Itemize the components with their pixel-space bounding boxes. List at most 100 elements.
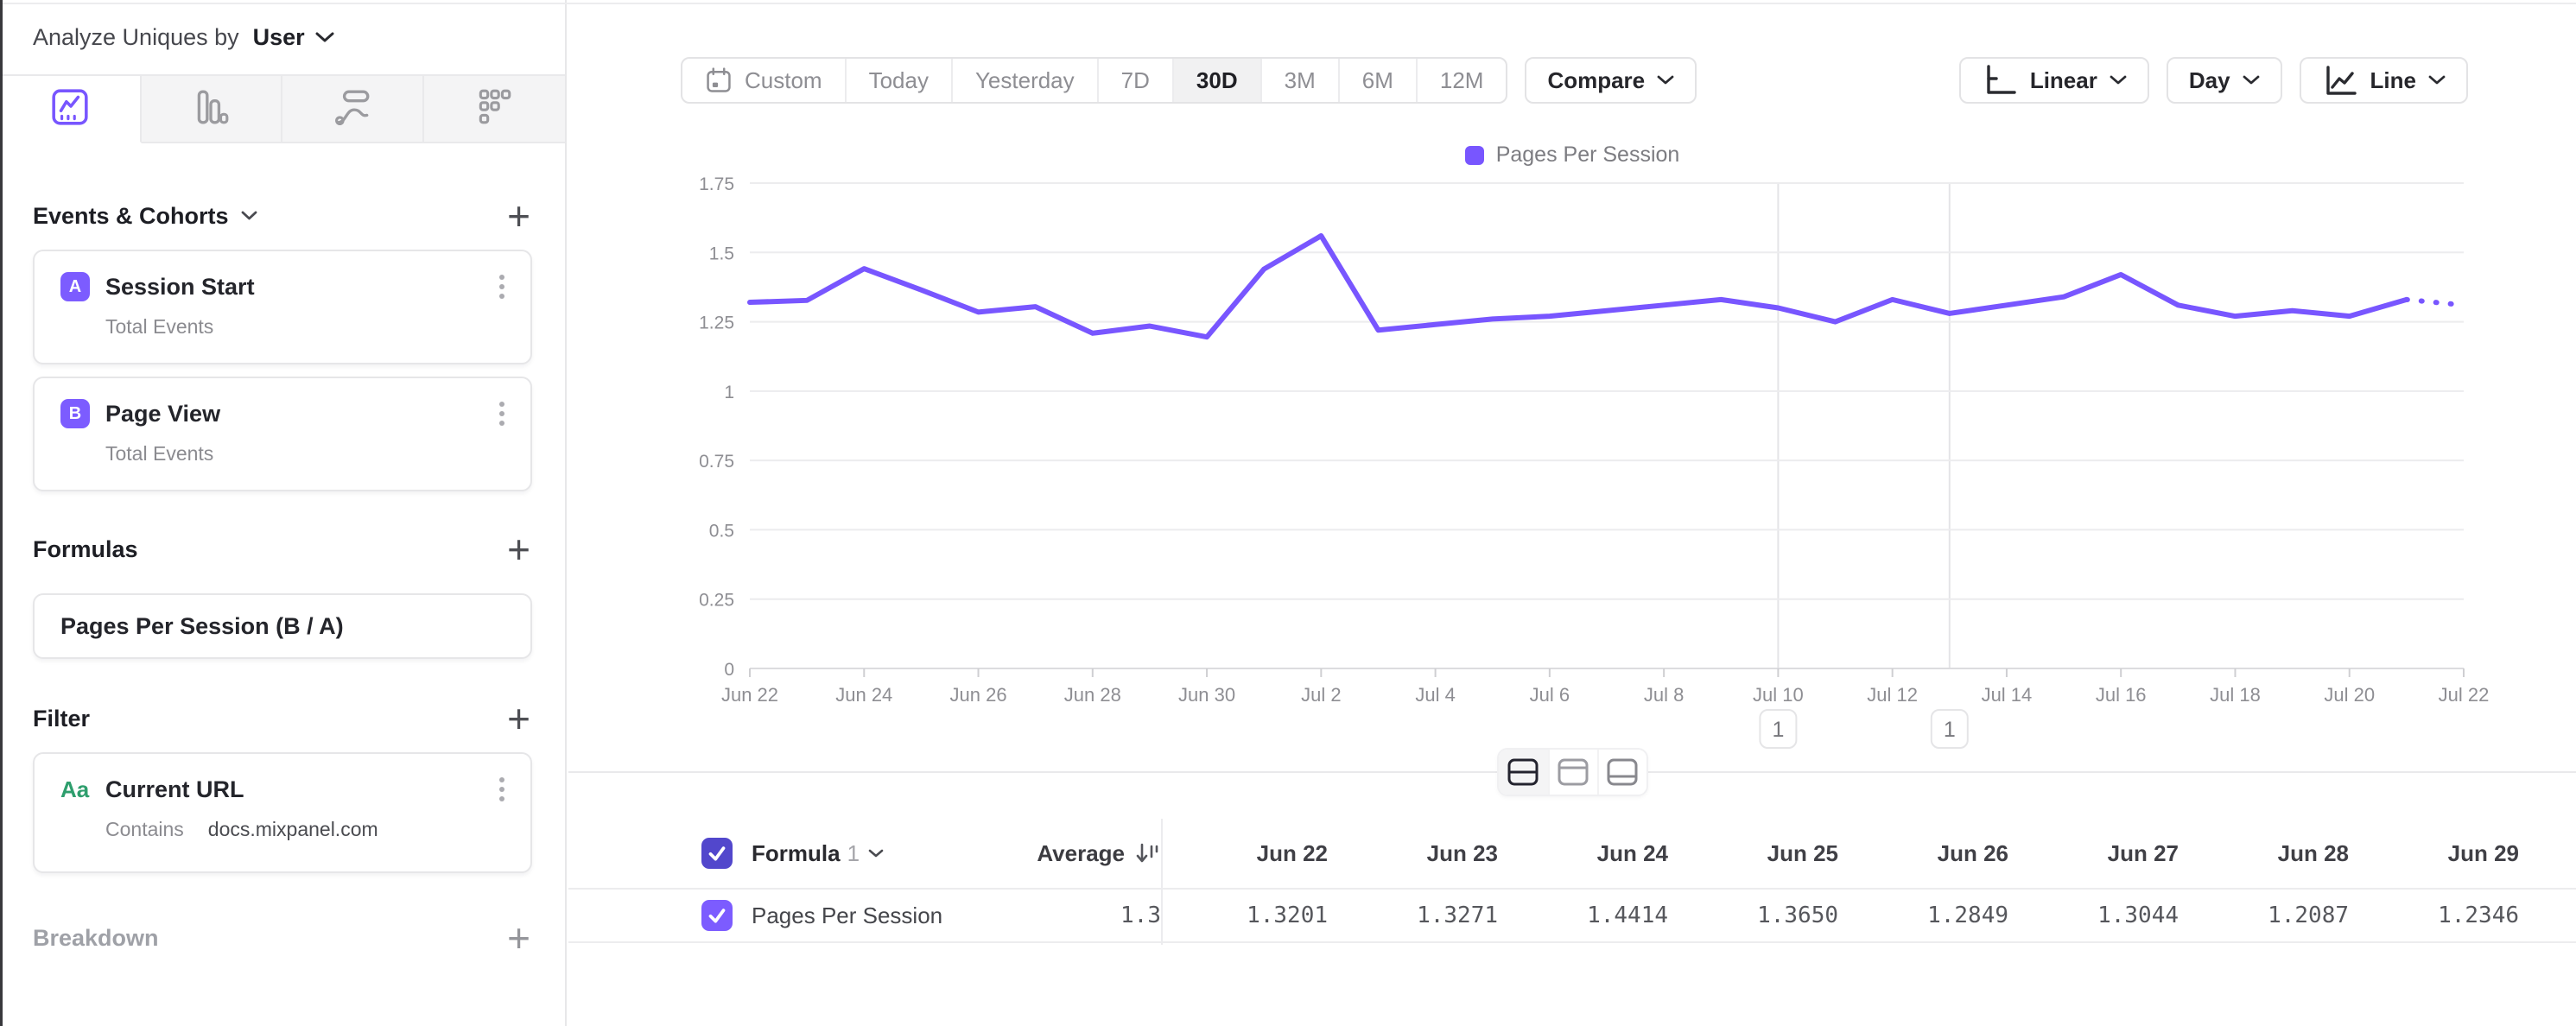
x-tick-label: Jun 26	[950, 684, 1007, 706]
chart-type-dropdown[interactable]: Line	[2299, 57, 2468, 104]
annotation-badge-label: 1	[1944, 718, 1956, 742]
analyze-header: Analyze Uniques by User	[0, 0, 565, 74]
chevron-down-icon	[2243, 75, 2259, 85]
filter-section-header: Filter +	[33, 696, 530, 741]
date-column-header[interactable]: Jun 22	[1256, 839, 1328, 866]
check-icon	[708, 909, 726, 923]
x-tick-label: Jul 6	[1530, 684, 1570, 706]
granularity-dropdown[interactable]: Day	[2166, 57, 2282, 104]
annotation-badge[interactable]	[1759, 709, 1798, 749]
date-column-header[interactable]: Jun 27	[2107, 839, 2179, 866]
string-property-icon: Aa	[60, 776, 90, 802]
x-tick-label: Jun 28	[1064, 684, 1121, 706]
y-tick-label: 0.75	[699, 452, 734, 472]
y-tick-label: 0.25	[699, 591, 734, 611]
chart-type-label: Line	[2370, 66, 2416, 93]
analyze-unit-dropdown[interactable]: User	[252, 23, 305, 50]
table-value-cell: 1.2087	[2268, 902, 2349, 928]
granularity-label: Day	[2188, 66, 2230, 93]
range-3m[interactable]: 3M	[1259, 59, 1338, 102]
chart-plot: 0 0.25 0.5 0.75 1 1.25 1.5 1.75 Jun 22 Jun 24 Jun …	[699, 174, 2490, 749]
select-all-checkbox[interactable]	[701, 838, 733, 869]
tab-retention[interactable]	[423, 76, 565, 143]
average-column-header[interactable]: Average	[1030, 840, 1161, 867]
range-12m[interactable]: 12M	[1415, 59, 1507, 102]
event-card-page-view[interactable]: B Page View Total Events	[33, 377, 532, 491]
retention-grid-icon	[474, 87, 514, 131]
event-title: Session Start	[105, 273, 255, 300]
range-today[interactable]: Today	[844, 59, 951, 102]
kebab-menu-icon[interactable]	[494, 774, 510, 805]
formula-card[interactable]: Pages Per Session (B / A)	[33, 593, 532, 659]
date-column-header[interactable]: Jun 25	[1767, 839, 1838, 866]
layout-split-button[interactable]	[1498, 750, 1548, 795]
range-6m[interactable]: 6M	[1337, 59, 1416, 102]
filter-operator[interactable]: Contains	[105, 818, 184, 840]
date-column-header[interactable]: Jun 23	[1426, 839, 1498, 866]
range-30d[interactable]: 30D	[1171, 59, 1260, 102]
formula-column-header[interactable]: Formula 1	[752, 840, 884, 867]
event-measure[interactable]: Total Events	[105, 442, 214, 465]
legend-swatch	[1464, 145, 1484, 165]
add-event-button[interactable]: +	[507, 193, 530, 238]
layout-toggle-group	[568, 748, 2576, 796]
x-tick-label: Jun 24	[835, 684, 892, 706]
table-column-divider	[1161, 819, 1163, 945]
chevron-down-icon	[241, 211, 257, 220]
y-tick-label: 0	[724, 660, 734, 680]
tab-insights-line[interactable]	[0, 76, 142, 143]
compare-label: Compare	[1547, 66, 1646, 93]
tab-flows[interactable]	[282, 76, 424, 143]
scale-dropdown[interactable]: Linear	[1958, 57, 2149, 104]
filter-card-current-url[interactable]: Aa Current URL Contains docs.mixpanel.co…	[33, 752, 532, 873]
event-measure[interactable]: Total Events	[105, 315, 214, 338]
date-column-header[interactable]: Jun 24	[1596, 839, 1668, 866]
range-yesterday[interactable]: Yesterday	[950, 59, 1097, 102]
add-filter-button[interactable]: +	[507, 696, 530, 741]
events-section-header: Events & Cohorts +	[33, 193, 530, 238]
chevron-down-icon	[2428, 75, 2446, 85]
chevron-down-icon[interactable]	[315, 32, 334, 43]
filter-value[interactable]: docs.mixpanel.com	[207, 818, 378, 840]
breakdown-section-header: Breakdown +	[33, 915, 530, 960]
kebab-menu-icon[interactable]	[494, 271, 510, 302]
x-tick-label: Jul 22	[2439, 684, 2490, 706]
range-7d[interactable]: 7D	[1096, 59, 1172, 102]
x-tick-label: Jul 4	[1415, 684, 1455, 706]
x-tick-label: Jul 2	[1301, 684, 1341, 706]
table-value-cell: 1.3044	[2097, 902, 2179, 928]
calendar-icon	[707, 67, 731, 92]
formulas-section-header: Formulas +	[33, 527, 530, 572]
date-column-header[interactable]: Jun 26	[1937, 839, 2008, 866]
date-column-header[interactable]: Jun 29	[2447, 839, 2519, 866]
table-value-cell: 1.3650	[1757, 902, 1838, 928]
x-tick-label: Jul 16	[2096, 684, 2147, 706]
annotation-badge-label: 1	[1772, 718, 1784, 742]
kebab-menu-icon[interactable]	[494, 398, 510, 429]
layout-chart-only-button[interactable]	[1547, 750, 1597, 795]
analyze-prefix-label: Analyze Uniques by	[33, 23, 239, 50]
table-value-cell: 1.2849	[1927, 902, 2008, 928]
report-type-tabbar	[0, 74, 565, 143]
chart-legend[interactable]: Pages Per Session	[568, 142, 2576, 168]
events-section-label: Events & Cohorts	[33, 202, 229, 229]
results-table: Formula 1 Average Jun 22 Jun 23 Jun 24 Jun …	[568, 819, 2576, 945]
compare-button[interactable]: Compare	[1525, 57, 1697, 104]
tab-bar-chart[interactable]	[141, 76, 282, 143]
query-builder-sidebar: Analyze Uniques by User	[0, 0, 567, 1026]
events-section-title[interactable]: Events & Cohorts	[33, 203, 257, 230]
table-data-row: Pages Per Session 1.3 1.3201 1.3271 1.4414…	[568, 890, 2576, 943]
layout-table-only-button[interactable]	[1596, 750, 1646, 795]
annotation-badge[interactable]	[1930, 709, 1969, 749]
range-custom[interactable]: Custom	[682, 59, 845, 102]
x-tick-label: Jul 12	[1867, 684, 1918, 706]
filter-section-label: Filter	[33, 705, 91, 732]
date-column-header[interactable]: Jun 28	[2277, 839, 2349, 866]
add-breakdown-button[interactable]: +	[507, 915, 530, 960]
series-checkbox[interactable]	[701, 900, 733, 931]
y-tick-label: 1.75	[699, 174, 734, 194]
table-value-cell: 1.3271	[1417, 902, 1498, 928]
event-card-session-start[interactable]: A Session Start Total Events	[33, 250, 532, 364]
table-value-cell: 1.3201	[1247, 902, 1328, 928]
add-formula-button[interactable]: +	[507, 527, 530, 572]
